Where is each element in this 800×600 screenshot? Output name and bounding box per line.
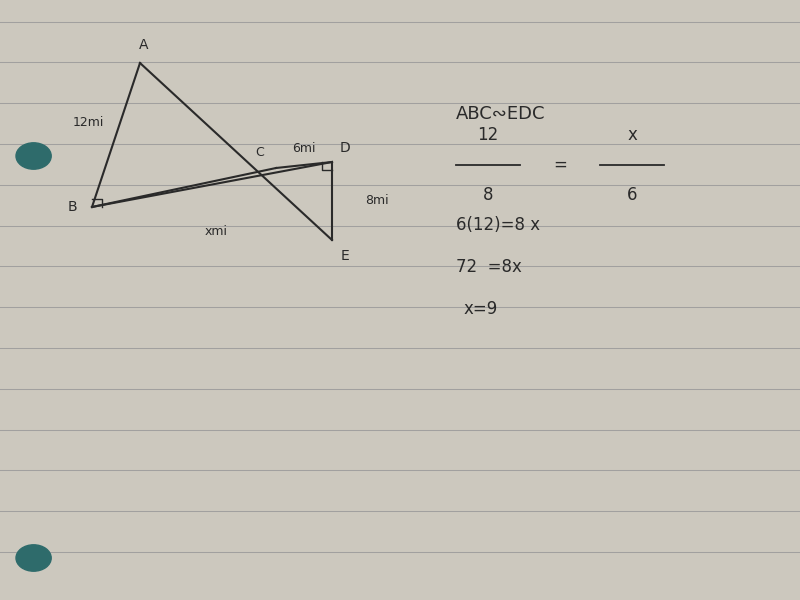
- Circle shape: [16, 545, 51, 571]
- Text: x=9: x=9: [464, 300, 498, 318]
- Text: 6mi: 6mi: [292, 142, 316, 155]
- Text: E: E: [341, 249, 349, 263]
- Text: 72  =8x: 72 =8x: [456, 258, 522, 276]
- Text: xmi: xmi: [205, 225, 227, 238]
- Text: =: =: [553, 156, 567, 174]
- Text: 8mi: 8mi: [366, 194, 390, 208]
- Text: A: A: [139, 38, 149, 52]
- Text: 6: 6: [626, 186, 638, 204]
- Text: 6(12)=8 x: 6(12)=8 x: [456, 216, 540, 234]
- Text: 12mi: 12mi: [73, 116, 104, 130]
- Text: 12: 12: [478, 126, 498, 144]
- Text: B: B: [67, 200, 77, 214]
- Text: C: C: [256, 146, 264, 159]
- Text: x: x: [627, 126, 637, 144]
- Circle shape: [16, 143, 51, 169]
- Text: D: D: [339, 141, 350, 155]
- Text: 8: 8: [482, 186, 494, 204]
- Text: ABC∾EDC: ABC∾EDC: [456, 105, 546, 123]
